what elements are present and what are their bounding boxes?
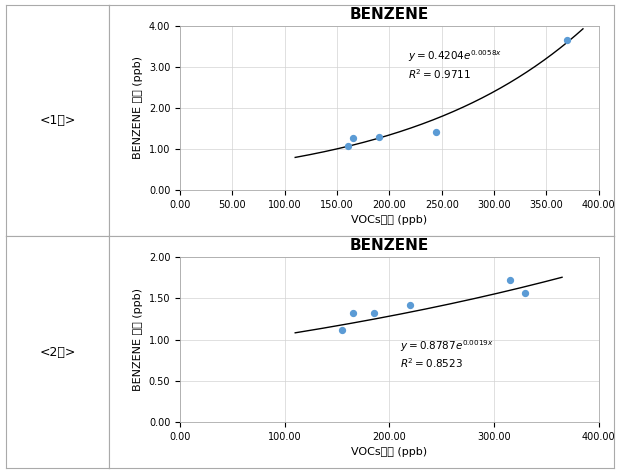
Point — [369, 309, 379, 317]
Point — [348, 134, 358, 142]
Text: $y = 0.4204e^{0.0058x}$
$R^2 = 0.9711$: $y = 0.4204e^{0.0058x}$ $R^2 = 0.9711$ — [408, 49, 502, 81]
Text: <1안>: <1안> — [40, 114, 76, 127]
Point — [343, 142, 353, 149]
Point — [432, 128, 441, 135]
X-axis label: VOCs농도 (ppb): VOCs농도 (ppb) — [352, 215, 427, 226]
Point — [337, 326, 347, 333]
Title: BENZENE: BENZENE — [350, 238, 429, 254]
Point — [405, 301, 415, 309]
Point — [520, 289, 530, 297]
Y-axis label: BENZENE 농도 (ppb): BENZENE 농도 (ppb) — [133, 56, 143, 159]
Point — [374, 133, 384, 140]
Point — [562, 36, 572, 44]
Text: $y = 0.8787e^{0.0019x}$
$R^2 = 0.8523$: $y = 0.8787e^{0.0019x}$ $R^2 = 0.8523$ — [400, 339, 494, 370]
Text: <2안>: <2안> — [40, 346, 76, 359]
Title: BENZENE: BENZENE — [350, 7, 429, 22]
Point — [505, 276, 515, 283]
Point — [348, 309, 358, 317]
Y-axis label: BENZENE 농도 (ppb): BENZENE 농도 (ppb) — [133, 288, 143, 391]
X-axis label: VOCs농도 (ppb): VOCs농도 (ppb) — [352, 447, 427, 457]
